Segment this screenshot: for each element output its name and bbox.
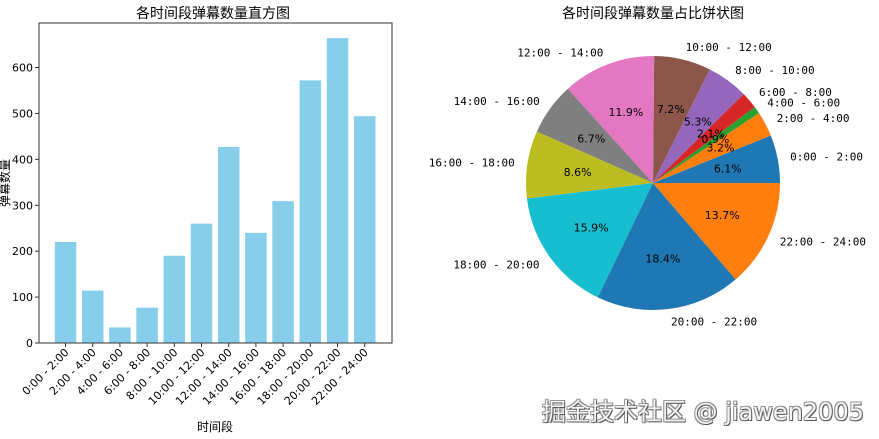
pie-wedges: [526, 56, 780, 310]
bar: [272, 201, 294, 343]
bar-plot-frame: [38, 22, 393, 344]
bar-series: [54, 38, 376, 344]
pie-wedge: [526, 183, 653, 298]
pie-wedge: [597, 183, 736, 310]
pie-percent-label: 11.9%: [608, 106, 643, 119]
pie-slice-label: 2:00 - 4:00: [777, 112, 850, 125]
y-tick-label: 300: [12, 199, 33, 212]
bar: [81, 290, 104, 343]
y-axis-label: 弹幕数量: [0, 159, 12, 207]
pie-slice-label: 6:00 - 8:00: [759, 86, 832, 99]
bar: [109, 327, 131, 343]
x-axis-label: 时间段: [197, 419, 233, 434]
bar: [326, 38, 349, 344]
pie-slice-label: 12:00 - 14:00: [517, 46, 603, 59]
pie-wedge: [653, 113, 771, 183]
pie-wedge: [526, 131, 653, 199]
y-tick-label: 500: [12, 107, 33, 120]
bar: [136, 307, 158, 343]
pie-slice-label: 22:00 - 24:00: [780, 235, 866, 248]
pie-percent-label: 3.2%: [706, 142, 734, 155]
pie-slice-label: 10:00 - 12:00: [686, 41, 772, 54]
pie-slice-label: 0:00 - 2:00: [790, 150, 863, 163]
pie-chart-title: 各时间段弹幕数量占比饼状图: [562, 6, 744, 22]
pie-percent-label: 7.2%: [657, 103, 685, 116]
pie-wedge: [653, 94, 755, 183]
pie-wedge: [653, 135, 780, 183]
x-axis-ticks: 0:00 - 2:002:00 - 4:004:00 - 6:006:00 - …: [20, 343, 371, 408]
bar-chart-title: 各时间段弹幕数量直方图: [136, 5, 290, 22]
pie-slice-label: 18:00 - 20:00: [453, 258, 539, 271]
pie-wedge: [653, 56, 710, 184]
pie-slice-label: 20:00 - 22:00: [671, 316, 757, 329]
pie-percent-label: 6.7%: [577, 132, 605, 145]
bar-chart: 各时间段弹幕数量直方图 0 100 200 300 400 500 600 0:00 - 2…: [0, 5, 393, 434]
pie-chart: 各时间段弹幕数量占比饼状图 0:00 - 2:00 6.1% 2:00 - 4:00…: [429, 6, 866, 329]
pie-slice-label: 14:00 - 16:00: [454, 95, 540, 108]
pie-labels: 0:00 - 2:00 6.1% 2:00 - 4:00 3.2% 4:00 - 6:0…: [429, 41, 866, 328]
pie-wedge: [567, 56, 655, 183]
y-tick-label: 0: [26, 337, 33, 350]
bar: [353, 116, 376, 343]
watermark: 掘金技术社区 @ jiawen2005: [542, 398, 864, 426]
pie-percent-label: 2.1%: [697, 127, 725, 140]
bar: [245, 232, 267, 343]
bar: [190, 223, 213, 343]
y-tick-label: 200: [12, 245, 33, 258]
pie-percent-label: 5.3%: [684, 115, 712, 128]
pie-percent-label: 6.1%: [714, 162, 742, 175]
y-tick-label: 400: [12, 153, 33, 166]
pie-slice-label: 4:00 - 6:00: [767, 97, 840, 110]
pie-wedge: [653, 183, 780, 280]
pie-percent-label: 18.4%: [645, 253, 680, 266]
pie-slice-label: 8:00 - 10:00: [735, 64, 814, 77]
bar: [54, 241, 77, 343]
pie-wedge: [653, 106, 760, 183]
bar: [299, 80, 322, 344]
pie-percent-label: 13.7%: [705, 209, 740, 222]
pie-percent-label: 8.6%: [564, 166, 592, 179]
bar: [163, 255, 186, 343]
bar: [217, 146, 240, 343]
pie-percent-label: 0.9%: [701, 133, 729, 146]
y-tick-label: 600: [12, 62, 33, 75]
pie-wedge: [536, 88, 653, 183]
pie-wedge: [653, 69, 744, 183]
pie-percent-label: 15.9%: [574, 221, 609, 234]
pie-slice-label: 16:00 - 18:00: [429, 157, 515, 170]
y-tick-label: 100: [12, 291, 33, 304]
y-axis-ticks: 0 100 200 300 400 500 600: [12, 62, 39, 350]
